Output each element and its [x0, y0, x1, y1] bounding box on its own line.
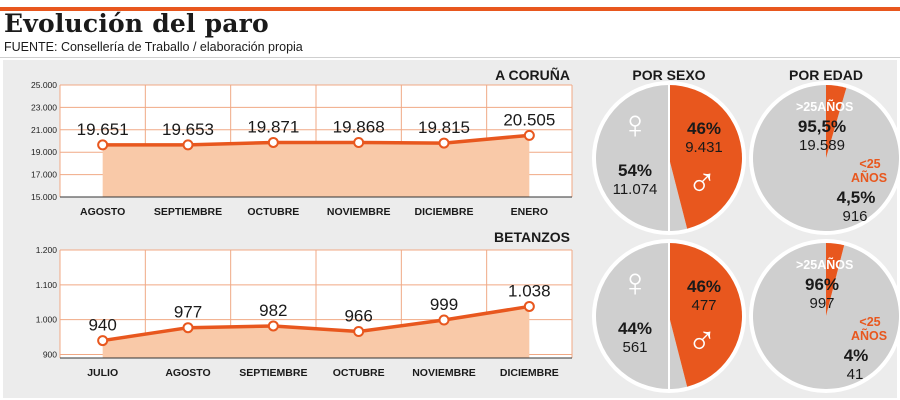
pie-percent-label: 95,5% — [798, 117, 846, 136]
top-accent-bar — [0, 7, 900, 11]
pie-percent-label: 4% — [844, 346, 869, 365]
y-tick-label: 1.100 — [36, 280, 58, 290]
pie-slice — [669, 243, 743, 387]
pie-count-label: 9.431 — [685, 139, 723, 156]
age-group-label: <25 — [859, 157, 880, 171]
pie-chart-2: ♀ 54%11.074 46%9.431 ♂ — [592, 81, 746, 235]
pie-percent-label: 54% — [618, 161, 652, 180]
pie-count-label: 41 — [847, 366, 864, 383]
pie-percent-label: 4,5% — [837, 188, 876, 207]
pie-title-por-edad: POR EDAD — [789, 67, 863, 83]
source-note: FUENTE: Consellería de Traballo / elabor… — [4, 40, 303, 54]
pie-slice — [826, 243, 845, 316]
pie-percent-label: 44% — [618, 319, 652, 338]
pie-slice — [596, 243, 688, 389]
pie-count-label: 477 — [691, 297, 716, 314]
pie-slice — [669, 85, 742, 229]
pie-percent-label: 46% — [687, 119, 721, 138]
pie-slice — [752, 85, 899, 231]
data-point — [97, 139, 109, 151]
age-group-label: AÑOS — [851, 328, 887, 343]
data-label: 982 — [259, 301, 287, 320]
category-label: SEPTIEMBRE — [239, 367, 307, 379]
category-label: SEPTIEMBRE — [154, 206, 222, 218]
data-point — [182, 139, 194, 151]
female-icon: ♀ — [620, 261, 650, 305]
data-point — [182, 322, 194, 334]
data-label: 977 — [174, 303, 202, 322]
data-label: 19.815 — [418, 118, 470, 137]
data-label: 19.653 — [162, 120, 214, 139]
data-point — [353, 326, 365, 338]
pie-percent-label: 46% — [687, 277, 721, 296]
pie-count-label: 916 — [842, 208, 867, 225]
y-tick-label: 19.000 — [31, 147, 57, 157]
chart-title-coruna: A CORUÑA — [495, 66, 570, 83]
line-chart-1: 900 1.000 1.100 1.200 940 JULIO 977 AGOSTO 982 SE… — [36, 245, 573, 379]
pie-slice — [826, 85, 847, 158]
data-point — [97, 335, 109, 347]
pie-count-label: 997 — [809, 295, 834, 312]
age-group-label: >25AÑOS — [796, 99, 853, 114]
age-group-label: AÑOS — [851, 170, 887, 185]
male-icon: ♂ — [687, 319, 717, 363]
pie-count-label: 561 — [622, 339, 647, 356]
y-tick-label: 17.000 — [31, 170, 57, 180]
series-area — [102, 135, 530, 197]
series-line — [102, 304, 530, 343]
data-label: 20.505 — [503, 110, 555, 129]
pie-slice — [596, 85, 688, 231]
data-point — [267, 136, 279, 148]
y-tick-label: 1.000 — [36, 315, 58, 325]
category-label: ENERO — [511, 206, 548, 218]
category-label: OCTUBRE — [333, 367, 385, 379]
data-point — [523, 300, 535, 312]
data-point — [267, 320, 279, 332]
data-label: 1.038 — [508, 281, 551, 300]
data-point — [523, 129, 535, 141]
y-tick-label: 15.000 — [31, 192, 57, 202]
data-point — [353, 136, 365, 148]
pie-title-por-sexo: POR SEXO — [632, 67, 705, 83]
data-label: 19.651 — [77, 120, 129, 139]
age-group-label: <25 — [859, 315, 880, 329]
series-line — [102, 133, 530, 147]
data-label: 999 — [430, 295, 458, 314]
data-label: 19.868 — [333, 117, 385, 136]
line-chart-0: 15.000 17.000 19.000 21.000 23.000 25.000 19.6… — [31, 80, 573, 218]
pie-percent-label: 96% — [805, 275, 839, 294]
pie-chart-5: >25AÑOS 96%997 <25AÑOS 4%41 — [749, 239, 900, 393]
male-icon: ♂ — [687, 161, 717, 205]
category-label: NOVIEMBRE — [327, 206, 391, 218]
category-label: JULIO — [87, 367, 118, 379]
y-tick-label: 25.000 — [31, 80, 57, 90]
data-point — [438, 137, 450, 149]
category-label: DICIEMBRE — [415, 206, 474, 218]
data-label: 966 — [344, 307, 372, 326]
age-group-label: >25AÑOS — [796, 257, 853, 272]
category-label: NOVIEMBRE — [412, 367, 476, 379]
y-tick-label: 900 — [43, 350, 57, 360]
page-title: Evolución del paro — [4, 9, 269, 38]
pie-count-label: 11.074 — [613, 181, 658, 198]
data-point — [438, 314, 450, 326]
y-tick-label: 21.000 — [31, 125, 57, 135]
y-tick-label: 23.000 — [31, 102, 57, 112]
header-divider — [0, 57, 900, 58]
pie-chart-4: ♀ 44%561 46%477 ♂ — [592, 239, 746, 393]
category-label: AGOSTO — [165, 367, 210, 379]
category-label: OCTUBRE — [247, 206, 299, 218]
female-icon: ♀ — [620, 103, 650, 147]
category-label: DICIEMBRE — [500, 367, 559, 379]
series-area — [102, 306, 530, 358]
data-label: 19.871 — [247, 117, 299, 136]
category-label: AGOSTO — [80, 206, 125, 218]
pie-count-label: 19.589 — [799, 137, 845, 154]
pie-chart-3: >25AÑOS 95,5%19.589 <25AÑOS 4,5%916 — [749, 81, 900, 235]
data-label: 940 — [88, 316, 116, 335]
chart-title-betanzos: BETANZOS — [494, 229, 570, 245]
y-tick-label: 1.200 — [36, 245, 58, 255]
